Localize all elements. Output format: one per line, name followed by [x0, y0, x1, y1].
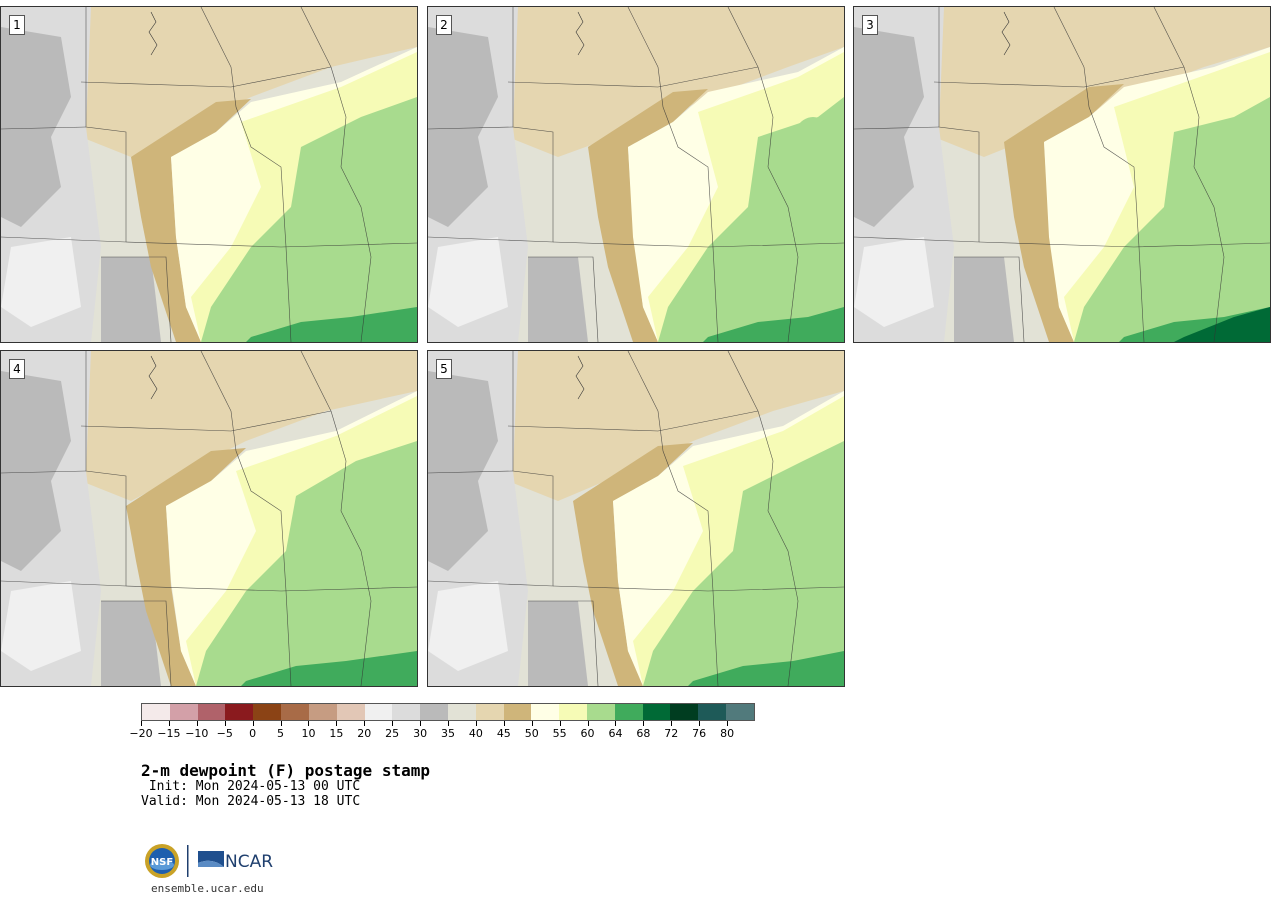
colorbar-tick — [364, 721, 366, 726]
colorbar-tick — [420, 721, 422, 726]
colorbar-tick — [671, 721, 673, 726]
colorbar — [141, 703, 755, 721]
colorbar-tick-label: −20 — [129, 727, 153, 740]
colorbar-swatch — [197, 704, 226, 720]
colorbar-tick-label: 35 — [441, 727, 455, 740]
colorbar-tick — [615, 721, 617, 726]
colorbar-swatch — [281, 704, 309, 720]
colorbar-tick-label: −10 — [185, 727, 209, 740]
map-panel-2: 2 — [427, 6, 845, 343]
colorbar-tick-label: 25 — [385, 727, 400, 740]
colorbar-tick-label: 15 — [329, 727, 344, 740]
panel-number-1: 1 — [9, 15, 25, 35]
map-panel-4: 4 — [0, 350, 418, 687]
colorbar-swatch — [336, 704, 365, 720]
colorbar-swatch — [447, 704, 476, 720]
valid-time: Valid: Mon 2024-05-13 18 UTC — [141, 794, 361, 809]
colorbar-swatch — [559, 704, 587, 720]
dewpoint-map-3 — [854, 7, 1270, 342]
colorbar-tick-label: 72 — [664, 727, 679, 740]
dewpoint-map-1 — [1, 7, 417, 342]
colorbar-tick — [252, 721, 254, 726]
colorbar-tick — [559, 721, 561, 726]
ncar-logo-icon: NCAR — [198, 851, 273, 872]
colorbar-tick-label: 10 — [301, 727, 316, 740]
colorbar-swatch — [225, 704, 254, 720]
colorbar-tick — [141, 721, 142, 726]
colorbar-tick — [196, 721, 198, 726]
init-time: Init: Mon 2024-05-13 00 UTC — [141, 779, 361, 794]
map-panel-5: 5 — [427, 350, 845, 687]
colorbar-tick-label: 76 — [692, 727, 707, 740]
colorbar-tick-label: 30 — [413, 727, 428, 740]
colorbar-tick-label: 64 — [608, 727, 623, 740]
colorbar-tick — [643, 721, 645, 726]
colorbar-swatch — [475, 704, 504, 720]
colorbar-tick — [336, 721, 338, 726]
colorbar-tick — [587, 721, 589, 726]
colorbar-tick-label: 68 — [636, 727, 651, 740]
colorbar-tick-label: 20 — [357, 727, 372, 740]
colorbar-tick — [308, 721, 310, 726]
colorbar-swatch — [308, 704, 337, 720]
colorbar-tick — [503, 721, 505, 726]
chart-title: 2-m dewpoint (F) postage stamp — [141, 761, 430, 780]
colorbar-tick — [448, 721, 449, 726]
colorbar-swatch — [642, 704, 671, 720]
colorbar-swatch — [698, 704, 727, 720]
colorbar-tick-label: 5 — [277, 727, 285, 740]
colorbar-tick-label: 45 — [496, 727, 511, 740]
colorbar-swatch — [142, 704, 170, 720]
colorbar-swatch — [587, 704, 615, 720]
colorbar-tick-label: −15 — [157, 727, 181, 740]
colorbar-swatch — [531, 704, 560, 720]
colorbar-tick — [475, 721, 477, 726]
colorbar-swatch — [726, 704, 754, 720]
colorbar-tick — [727, 721, 729, 726]
colorbar-tick — [168, 721, 170, 726]
colorbar-swatch — [503, 704, 532, 720]
panel-number-4: 4 — [9, 359, 25, 379]
dewpoint-map-4 — [1, 351, 417, 686]
map-panel-3: 3 — [853, 6, 1271, 343]
map-panel-1: 1 — [0, 6, 418, 343]
nsf-seal-icon: NSF — [145, 844, 179, 878]
colorbar-swatch — [670, 704, 699, 720]
colorbar-tick-label: 40 — [468, 727, 483, 740]
colorbar-tick — [224, 721, 226, 726]
colorbar-swatch — [392, 704, 421, 720]
colorbar-tick-label: −5 — [216, 727, 233, 740]
colorbar-swatch — [364, 704, 393, 720]
nsf-text: NSF — [151, 857, 173, 868]
panel-number-3: 3 — [862, 15, 878, 35]
colorbar-tick — [392, 721, 394, 726]
dewpoint-map-5 — [428, 351, 844, 686]
colorbar-tick-label: 60 — [580, 727, 595, 740]
colorbar-tick-label: 50 — [524, 727, 539, 740]
colorbar-swatch — [614, 704, 643, 720]
site-url: ensemble.ucar.edu — [151, 882, 264, 895]
colorbar-labels: −20 −15 −10 −5 0 5 10 15 20 25 30 35 40 45 50 55 60 64 68 7… — [129, 721, 755, 741]
colorbar-tick — [699, 721, 701, 726]
colorbar-tick — [280, 721, 282, 726]
panel-number-5: 5 — [436, 359, 452, 379]
colorbar-tick-label: 0 — [249, 727, 257, 740]
panel-number-2: 2 — [436, 15, 452, 35]
colorbar-swatch — [169, 704, 198, 720]
colorbar-swatch — [420, 704, 448, 720]
colorbar-swatch — [253, 704, 282, 720]
nsf-ncar-logo: NSF NCAR — [144, 843, 284, 879]
ncar-text: NCAR — [225, 852, 273, 872]
colorbar-tick-label: 80 — [720, 727, 735, 740]
dewpoint-map-2 — [428, 7, 844, 342]
colorbar-tick — [531, 721, 533, 726]
colorbar-tick-label: 55 — [552, 727, 567, 740]
